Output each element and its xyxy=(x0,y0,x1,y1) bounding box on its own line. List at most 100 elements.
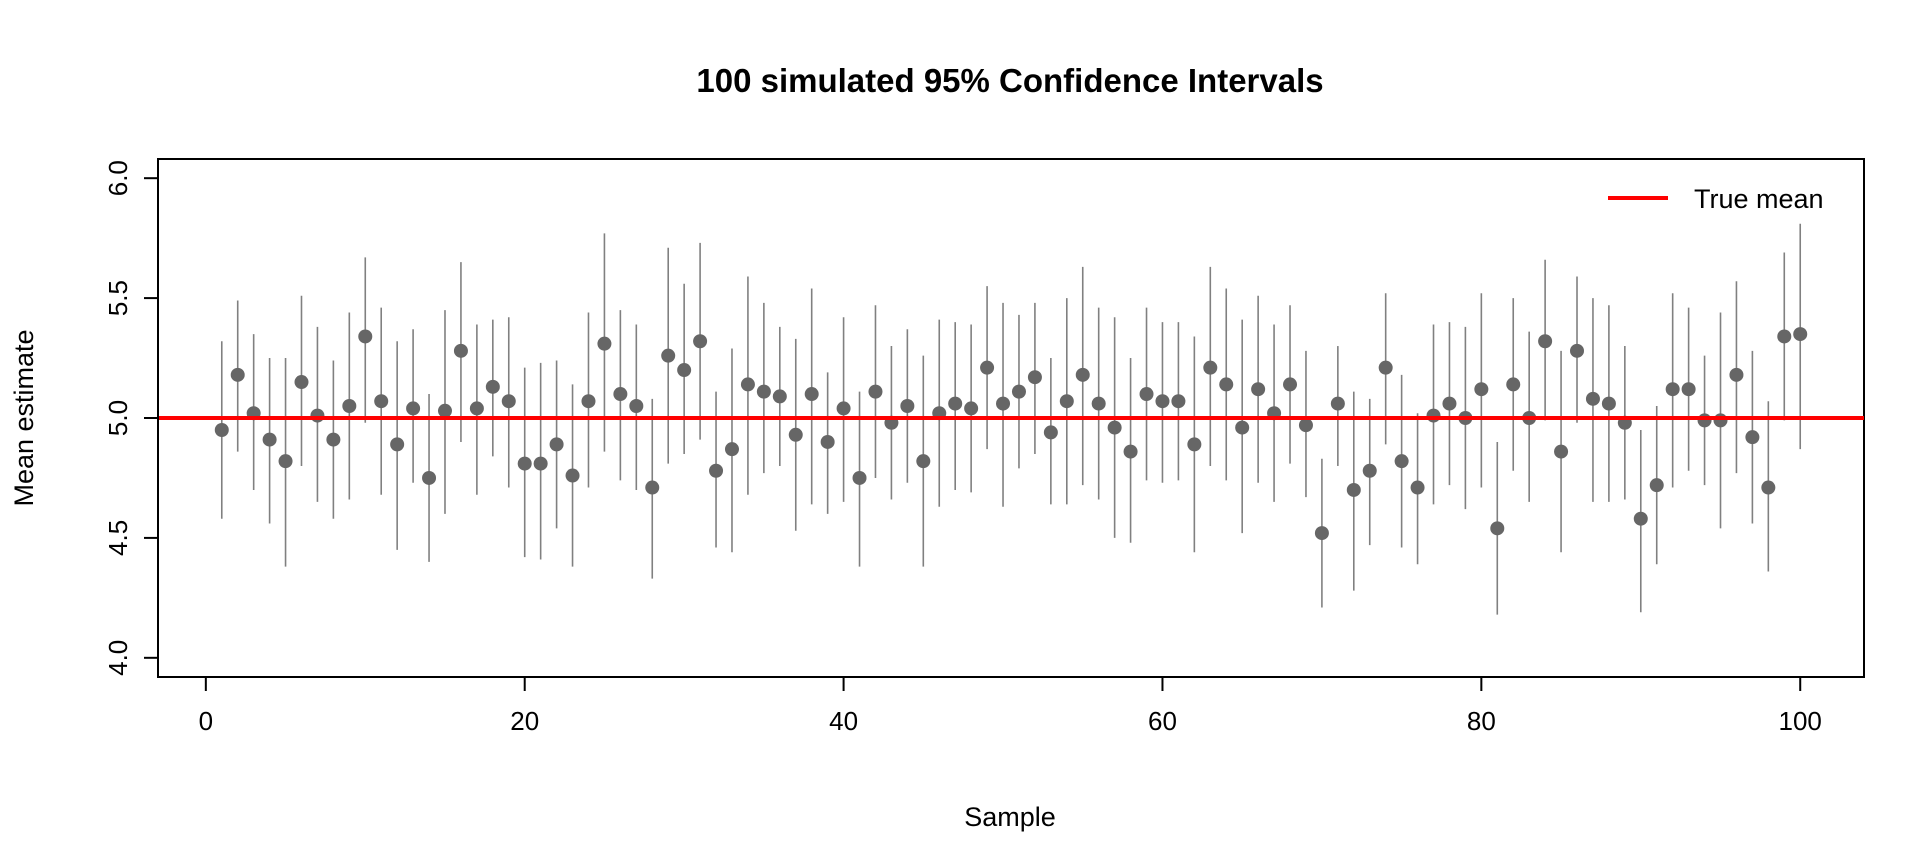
y-tick-label-2: 5.0 xyxy=(103,400,133,436)
legend-label-true-mean: True mean xyxy=(1694,184,1824,214)
point-93 xyxy=(1681,382,1696,397)
point-22 xyxy=(549,437,564,452)
point-32 xyxy=(709,463,724,478)
point-74 xyxy=(1378,360,1393,375)
point-96 xyxy=(1729,367,1744,382)
point-58 xyxy=(1123,444,1138,459)
point-18 xyxy=(485,379,500,394)
point-19 xyxy=(501,394,516,409)
point-69 xyxy=(1298,418,1313,433)
x-axis-label: Sample xyxy=(964,802,1056,832)
point-48 xyxy=(964,401,979,416)
point-55 xyxy=(1075,367,1090,382)
point-6 xyxy=(294,375,309,390)
x-tick-label-20: 20 xyxy=(510,706,539,736)
point-8 xyxy=(326,432,341,447)
point-92 xyxy=(1665,382,1680,397)
y-tick-label-1: 4.5 xyxy=(103,520,133,556)
point-68 xyxy=(1283,377,1298,392)
point-30 xyxy=(677,363,692,378)
point-49 xyxy=(980,360,995,375)
point-91 xyxy=(1649,478,1664,493)
chart-title: 100 simulated 95% Confidence Intervals xyxy=(696,62,1323,99)
point-85 xyxy=(1554,444,1569,459)
point-64 xyxy=(1219,377,1234,392)
point-21 xyxy=(533,456,548,471)
point-20 xyxy=(517,456,532,471)
point-45 xyxy=(916,454,931,469)
point-39 xyxy=(820,434,835,449)
point-59 xyxy=(1139,387,1154,402)
point-51 xyxy=(1011,384,1026,399)
y-axis-label: Mean estimate xyxy=(9,329,39,506)
point-97 xyxy=(1745,430,1760,445)
point-71 xyxy=(1330,396,1345,411)
point-90 xyxy=(1633,511,1648,526)
x-tick-label-60: 60 xyxy=(1148,706,1177,736)
point-54 xyxy=(1059,394,1074,409)
point-87 xyxy=(1585,391,1600,406)
point-44 xyxy=(900,399,915,414)
point-9 xyxy=(342,399,357,414)
point-62 xyxy=(1187,437,1202,452)
point-65 xyxy=(1235,420,1250,435)
point-10 xyxy=(358,329,373,344)
point-layer xyxy=(214,327,1808,541)
point-4 xyxy=(262,432,277,447)
point-25 xyxy=(597,336,612,351)
point-16 xyxy=(453,343,468,358)
y-tick-label-0: 4.0 xyxy=(103,640,133,676)
point-99 xyxy=(1777,329,1792,344)
point-76 xyxy=(1410,480,1425,495)
point-80 xyxy=(1474,382,1489,397)
y-tick-label-4: 6.0 xyxy=(103,160,133,196)
y-axis: 4.0 4.5 5.0 5.5 6.0 xyxy=(103,160,159,676)
point-61 xyxy=(1171,394,1186,409)
point-82 xyxy=(1506,377,1521,392)
point-5 xyxy=(278,454,293,469)
point-13 xyxy=(406,401,421,416)
point-38 xyxy=(804,387,819,402)
x-tick-label-0: 0 xyxy=(199,706,213,736)
legend: True mean xyxy=(1608,184,1824,214)
point-73 xyxy=(1362,463,1377,478)
point-77 xyxy=(1426,408,1441,423)
point-100 xyxy=(1793,327,1808,342)
point-84 xyxy=(1538,334,1553,349)
point-15 xyxy=(437,403,452,418)
point-72 xyxy=(1346,482,1361,497)
point-24 xyxy=(581,394,596,409)
point-98 xyxy=(1761,480,1776,495)
point-94 xyxy=(1697,413,1712,428)
point-1 xyxy=(214,422,229,437)
point-12 xyxy=(390,437,405,452)
point-11 xyxy=(374,394,389,409)
point-52 xyxy=(1027,370,1042,385)
point-36 xyxy=(772,389,787,404)
point-27 xyxy=(629,399,644,414)
point-47 xyxy=(948,396,963,411)
x-tick-label-40: 40 xyxy=(829,706,858,736)
point-88 xyxy=(1601,396,1616,411)
x-tick-label-100: 100 xyxy=(1779,706,1822,736)
point-23 xyxy=(565,468,580,483)
point-34 xyxy=(740,377,755,392)
point-56 xyxy=(1091,396,1106,411)
point-50 xyxy=(996,396,1011,411)
point-26 xyxy=(613,387,628,402)
point-70 xyxy=(1314,526,1329,541)
point-86 xyxy=(1570,343,1585,358)
point-35 xyxy=(756,384,771,399)
point-95 xyxy=(1713,413,1728,428)
point-2 xyxy=(230,367,245,382)
point-78 xyxy=(1442,396,1457,411)
point-28 xyxy=(645,480,660,495)
point-7 xyxy=(310,408,325,423)
point-14 xyxy=(422,470,437,485)
x-axis: 0 20 40 60 80 100 xyxy=(199,676,1822,736)
point-41 xyxy=(852,470,867,485)
point-81 xyxy=(1490,521,1505,536)
point-33 xyxy=(724,442,739,457)
point-17 xyxy=(469,401,484,416)
